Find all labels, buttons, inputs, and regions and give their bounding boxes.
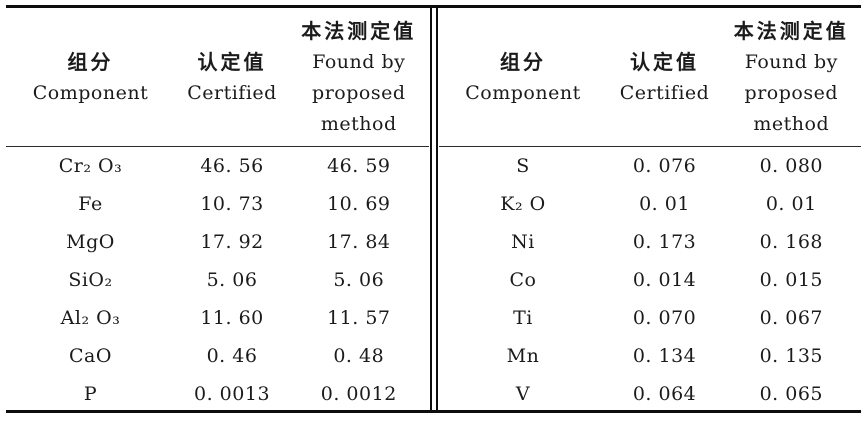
component-cell: V xyxy=(515,383,531,405)
found-cell: 0. 01 xyxy=(765,193,817,215)
table-row: SiO₂ 5. 06 5. 06 xyxy=(6,261,429,299)
table-row: K₂ O 0. 01 0. 01 xyxy=(439,185,862,223)
table-row: Mn 0. 134 0. 135 xyxy=(439,337,862,375)
comparison-table: 组分 Component 认定值 Certified 本法测定值 Found b… xyxy=(6,5,861,413)
certified-cell: 10. 73 xyxy=(200,193,264,215)
found-cell: 0. 065 xyxy=(759,383,823,405)
paper-page: 组分 Component 认定值 Certified 本法测定值 Found b… xyxy=(0,5,867,437)
double-rule-divider xyxy=(429,8,438,410)
found-header-en-2: proposed xyxy=(312,82,406,104)
certified-cell: 0. 064 xyxy=(632,383,697,405)
certified-cell: 17. 92 xyxy=(200,231,264,253)
component-cell: CaO xyxy=(69,345,112,367)
component-header-en: Component xyxy=(32,82,149,104)
found-cell: 10. 69 xyxy=(327,193,391,215)
certified-cell: 5. 06 xyxy=(206,269,258,291)
table-row: Cr₂ O₃ 46. 56 46. 59 xyxy=(6,147,429,186)
table-row: S 0. 076 0. 080 xyxy=(439,147,862,186)
table-row: P 0. 0013 0. 0012 xyxy=(6,375,429,413)
table-right-half: 组分 Component 认定值 Certified 本法测定值 Found b… xyxy=(438,8,862,414)
certified-header-zh: 认定值 xyxy=(197,50,267,74)
right-header-row: 组分 Component 认定值 Certified 本法测定值 Found b… xyxy=(438,8,861,147)
component-header-zh: 组分 xyxy=(500,50,546,74)
found-cell: 46. 59 xyxy=(327,155,391,177)
component-cell: Al₂ O₃ xyxy=(60,307,121,329)
table-row: Ti 0. 070 0. 067 xyxy=(439,299,862,337)
found-cell: 0. 067 xyxy=(759,307,823,329)
left-header-found: 本法测定值 Found by proposed method xyxy=(289,8,429,147)
found-header-en-3: method xyxy=(753,113,830,135)
right-table-body: S 0. 076 0. 080 K₂ O 0. 01 0. 01 Ni 0. 173 0. 16… xyxy=(439,147,862,414)
certified-cell: 0. 173 xyxy=(632,231,697,253)
table-row: V 0. 064 0. 065 xyxy=(439,375,862,413)
certified-header-zh: 认定值 xyxy=(630,50,700,74)
found-header-zh: 本法测定值 xyxy=(733,19,849,43)
table-row: CaO 0. 46 0. 48 xyxy=(6,337,429,375)
table-left-half: 组分 Component 认定值 Certified 本法测定值 Found b… xyxy=(6,8,429,410)
found-cell: 0. 080 xyxy=(759,155,823,177)
certified-cell: 11. 60 xyxy=(200,307,264,329)
certified-cell: 46. 56 xyxy=(200,155,264,177)
table-row: Fe 10. 73 10. 69 xyxy=(6,185,429,223)
component-cell: K₂ O xyxy=(500,193,546,215)
header-spacer xyxy=(608,16,722,47)
component-header-en: Component xyxy=(465,82,581,104)
header-spacer xyxy=(6,16,175,47)
certified-header-en: Certified xyxy=(619,82,710,104)
table-row: MgO 17. 92 17. 84 xyxy=(6,223,429,261)
certified-cell: 0. 134 xyxy=(632,345,697,367)
found-cell: 5. 06 xyxy=(333,269,385,291)
found-cell: 11. 57 xyxy=(327,307,391,329)
found-cell: 0. 0012 xyxy=(320,383,397,405)
component-cell: SiO₂ xyxy=(68,269,113,291)
table-row: Ni 0. 173 0. 168 xyxy=(439,223,862,261)
found-cell: 0. 015 xyxy=(759,269,823,291)
found-header-en-1: Found by xyxy=(312,51,406,73)
right-header-found: 本法测定值 Found by proposed method xyxy=(721,8,861,147)
certified-header-en: Certified xyxy=(187,82,277,104)
certified-cell: 0. 014 xyxy=(632,269,697,291)
left-table-body: Cr₂ O₃ 46. 56 46. 59 Fe 10. 73 10. 69 MgO 17. 9… xyxy=(6,147,429,414)
found-cell: 0. 168 xyxy=(759,231,823,253)
right-header-component: 组分 Component xyxy=(438,8,608,147)
left-header-row: 组分 Component 认定值 Certified 本法测定值 Found b… xyxy=(6,8,429,147)
component-cell: MgO xyxy=(66,231,115,253)
component-cell: Cr₂ O₃ xyxy=(58,155,123,177)
component-cell: Mn xyxy=(506,345,540,367)
header-spacer xyxy=(175,16,289,47)
table-row: Co 0. 014 0. 015 xyxy=(439,261,862,299)
left-header-component: 组分 Component xyxy=(6,8,175,147)
component-cell: Co xyxy=(509,269,537,291)
found-header-en-3: method xyxy=(320,113,397,135)
found-header-en-2: proposed xyxy=(744,82,838,104)
found-cell: 0. 135 xyxy=(759,345,823,367)
left-table: 组分 Component 认定值 Certified 本法测定值 Found b… xyxy=(6,8,429,413)
certified-cell: 0. 01 xyxy=(639,193,690,215)
found-cell: 17. 84 xyxy=(327,231,391,253)
component-cell: Ti xyxy=(513,307,533,329)
certified-cell: 0. 0013 xyxy=(194,383,271,405)
found-cell: 0. 48 xyxy=(333,345,385,367)
right-table: 组分 Component 认定值 Certified 本法测定值 Found b… xyxy=(438,8,862,414)
component-cell: Ni xyxy=(511,231,535,253)
certified-cell: 0. 076 xyxy=(632,155,697,177)
found-header-en-1: Found by xyxy=(744,51,838,73)
component-header-zh: 组分 xyxy=(67,50,114,74)
header-spacer xyxy=(439,16,608,47)
component-cell: S xyxy=(516,155,530,177)
left-header-certified: 认定值 Certified xyxy=(175,8,290,147)
component-cell: P xyxy=(83,383,98,405)
right-header-certified: 认定值 Certified xyxy=(607,8,722,147)
found-header-zh: 本法测定值 xyxy=(301,19,417,43)
certified-cell: 0. 070 xyxy=(632,307,697,329)
component-cell: Fe xyxy=(78,193,103,215)
table-row: Al₂ O₃ 11. 60 11. 57 xyxy=(6,299,429,337)
certified-cell: 0. 46 xyxy=(206,345,258,367)
